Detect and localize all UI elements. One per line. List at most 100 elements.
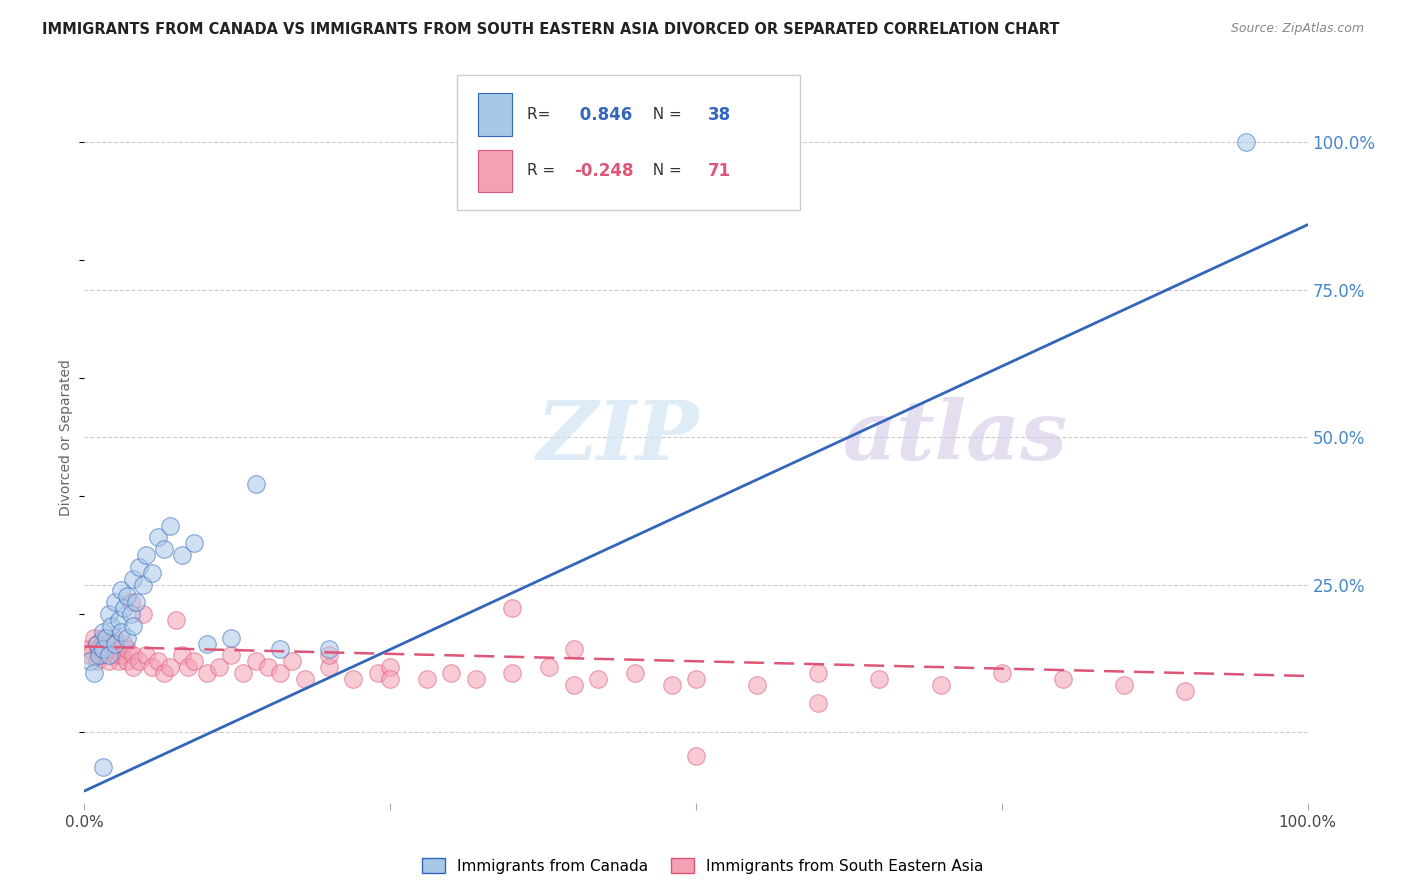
- Point: [104, 595, 127, 609]
- Text: ZIP: ZIP: [537, 397, 700, 477]
- Point: [110, 648, 132, 663]
- Point: [112, 601, 135, 615]
- Point: [367, 666, 389, 681]
- Point: [172, 648, 194, 663]
- Point: [159, 518, 181, 533]
- Point: [195, 636, 218, 650]
- Point: [257, 660, 280, 674]
- Point: [232, 666, 254, 681]
- Point: [342, 672, 364, 686]
- Point: [97, 648, 120, 663]
- Point: [122, 572, 145, 586]
- Point: [586, 672, 609, 686]
- Text: R=: R=: [527, 107, 555, 122]
- Point: [83, 631, 105, 645]
- Point: [464, 672, 486, 686]
- Text: atlas: atlas: [842, 397, 1069, 477]
- Text: 0.846: 0.846: [574, 105, 631, 123]
- Point: [1114, 678, 1136, 692]
- Point: [1174, 683, 1197, 698]
- Point: [104, 636, 127, 650]
- Point: [318, 660, 340, 674]
- Text: -0.248: -0.248: [574, 161, 633, 180]
- Text: N =: N =: [644, 107, 688, 122]
- Point: [807, 696, 830, 710]
- Point: [87, 642, 110, 657]
- Point: [97, 636, 120, 650]
- Text: N =: N =: [644, 163, 688, 178]
- Point: [172, 548, 194, 562]
- Point: [128, 654, 150, 668]
- Text: IMMIGRANTS FROM CANADA VS IMMIGRANTS FROM SOUTH EASTERN ASIA DIVORCED OR SEPARAT: IMMIGRANTS FROM CANADA VS IMMIGRANTS FRO…: [42, 22, 1060, 37]
- Point: [146, 530, 169, 544]
- Point: [747, 678, 769, 692]
- Point: [132, 607, 155, 621]
- Point: [146, 654, 169, 668]
- Point: [380, 660, 402, 674]
- Point: [87, 648, 110, 663]
- Point: [112, 636, 135, 650]
- Point: [380, 672, 402, 686]
- Point: [318, 642, 340, 657]
- Point: [104, 648, 127, 663]
- Point: [86, 636, 108, 650]
- Text: R =: R =: [527, 163, 560, 178]
- Point: [153, 542, 176, 557]
- Point: [104, 631, 127, 645]
- Point: [86, 636, 108, 650]
- Point: [96, 642, 118, 657]
- Point: [122, 660, 145, 674]
- Point: [165, 613, 187, 627]
- Point: [502, 601, 524, 615]
- Point: [208, 660, 231, 674]
- Point: [502, 666, 524, 681]
- Point: [79, 648, 101, 663]
- Y-axis label: Divorced or Separated: Divorced or Separated: [59, 359, 73, 516]
- Point: [538, 660, 561, 674]
- Point: [86, 654, 108, 668]
- Point: [661, 678, 683, 692]
- Point: [107, 613, 129, 627]
- Point: [183, 536, 205, 550]
- Point: [159, 660, 181, 674]
- Point: [97, 654, 120, 668]
- Point: [77, 642, 100, 657]
- Point: [807, 666, 830, 681]
- Point: [115, 642, 138, 657]
- Point: [269, 666, 291, 681]
- Point: [685, 748, 707, 763]
- Point: [685, 672, 707, 686]
- Point: [110, 583, 132, 598]
- Point: [416, 672, 439, 686]
- Point: [83, 666, 105, 681]
- Point: [440, 666, 463, 681]
- Text: 71: 71: [709, 161, 731, 180]
- Point: [294, 672, 316, 686]
- Point: [115, 590, 138, 604]
- Point: [91, 648, 114, 663]
- Point: [115, 631, 138, 645]
- Point: [96, 631, 118, 645]
- Point: [281, 654, 304, 668]
- Point: [91, 642, 114, 657]
- Point: [1236, 135, 1258, 149]
- Point: [153, 666, 176, 681]
- Point: [128, 559, 150, 574]
- Point: [91, 760, 114, 774]
- Point: [135, 648, 157, 663]
- Point: [91, 631, 114, 645]
- Point: [991, 666, 1014, 681]
- Point: [318, 648, 340, 663]
- Point: [183, 654, 205, 668]
- Point: [135, 548, 157, 562]
- Point: [122, 619, 145, 633]
- Point: [195, 666, 218, 681]
- FancyBboxPatch shape: [478, 150, 513, 192]
- Text: 38: 38: [709, 105, 731, 123]
- Point: [79, 654, 101, 668]
- Point: [1052, 672, 1074, 686]
- Point: [245, 654, 267, 668]
- Text: Source: ZipAtlas.com: Source: ZipAtlas.com: [1230, 22, 1364, 36]
- Point: [120, 595, 142, 609]
- Point: [929, 678, 952, 692]
